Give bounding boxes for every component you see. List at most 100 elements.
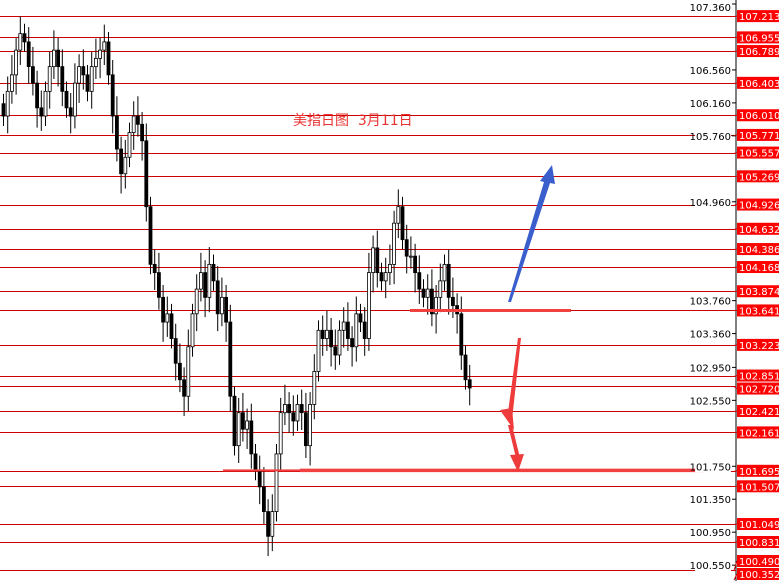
level-label-bg	[737, 198, 779, 211]
candle-bearish	[329, 329, 334, 348]
candle-bullish	[387, 263, 392, 274]
candle-bullish	[73, 82, 77, 117]
level-label-bg	[737, 128, 779, 141]
level-label-bg	[737, 261, 779, 274]
candle-bearish	[257, 469, 262, 488]
candle-bullish	[341, 321, 346, 331]
candle-bearish	[81, 66, 86, 76]
candle-bearish	[85, 74, 90, 92]
chart-title: 美指日图 3月11日	[293, 113, 413, 129]
candle-bearish	[119, 148, 123, 175]
candle-bearish	[253, 453, 258, 471]
level-label: 100.831	[739, 538, 780, 549]
candle-bearish	[421, 288, 426, 298]
candle-bullish	[18, 33, 23, 51]
level-label-connector	[733, 560, 738, 571]
candle-bullish	[312, 371, 317, 405]
candle-bearish	[26, 41, 31, 68]
candle-bearish	[240, 412, 245, 430]
candle-bullish	[9, 74, 14, 92]
candle-bearish	[39, 107, 44, 117]
candle-bullish	[127, 132, 132, 158]
level-label-connector	[733, 228, 738, 230]
y-tick-label-bg	[695, 1, 731, 13]
level-label-bg	[737, 146, 779, 159]
candle-bullish	[194, 288, 199, 315]
candle-bearish	[413, 255, 418, 274]
level-label-connector	[733, 344, 738, 346]
candle-bullish	[219, 296, 224, 315]
candle-bullish	[14, 49, 19, 76]
candle-bullish	[371, 247, 376, 274]
candle-bearish	[211, 263, 216, 282]
candle-bearish	[404, 239, 409, 257]
down-arrow-icon	[510, 454, 524, 472]
candle-bearish	[115, 115, 119, 150]
candle-bearish	[287, 404, 292, 414]
candle-bullish	[274, 453, 279, 512]
candle-bullish	[198, 272, 203, 290]
level-label: 103.223	[739, 341, 780, 352]
level-label-bg	[737, 45, 779, 58]
candle-bearish	[182, 379, 187, 397]
candle-bullish	[52, 49, 56, 68]
candle-bearish	[400, 206, 405, 241]
candle-bearish	[463, 354, 468, 381]
candle-bearish	[232, 395, 237, 447]
candle-bullish	[392, 222, 397, 265]
level-label: 105.269	[739, 172, 780, 183]
level-label-connector	[733, 573, 738, 581]
candle-bullish	[102, 41, 107, 51]
level-label-bg	[737, 555, 779, 567]
candle-bullish	[89, 66, 94, 92]
candle-bearish	[379, 272, 384, 282]
candle-bullish	[366, 272, 371, 339]
candle-bullish	[396, 206, 401, 224]
candle-bullish	[123, 156, 128, 175]
y-tick-label: 103.360	[690, 330, 731, 341]
candle-bearish	[106, 41, 111, 76]
candle-bullish	[131, 115, 136, 133]
level-label-bg	[737, 109, 779, 122]
candle-bearish	[303, 412, 308, 447]
candle-bearish	[429, 288, 434, 315]
level-label: 104.926	[739, 201, 780, 212]
level-label-bg	[737, 426, 779, 439]
level-label: 104.632	[739, 225, 780, 236]
candle-bullish	[438, 280, 443, 298]
candle-bearish	[60, 66, 65, 92]
candle-bearish	[450, 296, 455, 306]
level-label: 101.695	[739, 467, 780, 478]
candle-bearish	[467, 379, 472, 389]
candle-bullish	[245, 420, 250, 430]
candle-bullish	[165, 313, 170, 323]
y-tick-label-bg	[695, 129, 731, 142]
y-tick-label: 106.560	[690, 66, 731, 77]
level-label-bg	[737, 382, 779, 395]
y-tick-label-bg	[695, 526, 731, 539]
y-tick-label: 101.750	[690, 462, 731, 473]
candle-bearish	[417, 272, 422, 290]
candle-bearish	[358, 313, 363, 323]
candle-bearish	[30, 66, 35, 84]
candle-bullish	[98, 49, 102, 59]
candle-bearish	[1, 103, 6, 117]
down-arrow-head	[500, 408, 514, 430]
candle-bullish	[354, 313, 359, 348]
level-label-connector	[733, 82, 738, 84]
candle-bullish	[295, 404, 300, 422]
y-tick-label-bg	[695, 394, 731, 407]
candle-bullish	[308, 404, 313, 447]
down-arrow-segment	[508, 425, 520, 458]
level-label-connector	[733, 541, 738, 543]
candle-bullish	[43, 90, 48, 117]
level-label-bg	[737, 170, 779, 183]
candle-bearish	[203, 272, 208, 298]
candle-bullish	[383, 272, 388, 282]
candle-bearish	[261, 486, 266, 512]
candle-bearish	[362, 321, 367, 339]
candle-bearish	[224, 296, 229, 323]
level-label-bg	[737, 222, 779, 235]
candle-bullish	[434, 296, 439, 315]
